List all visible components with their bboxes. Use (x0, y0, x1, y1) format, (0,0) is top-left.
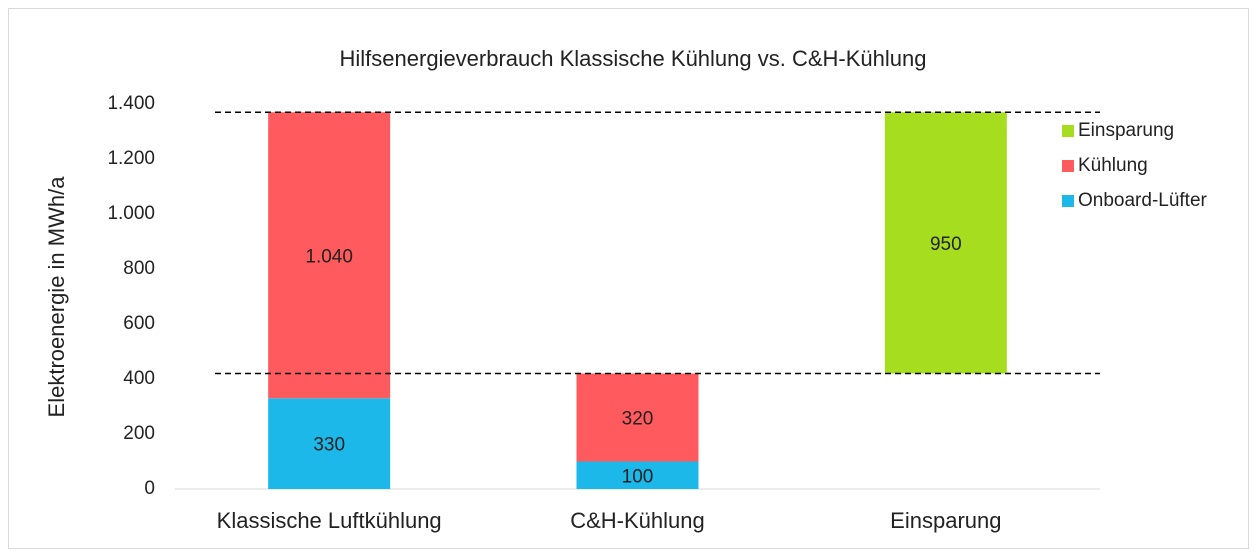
bar-segment (268, 398, 391, 489)
data-label: 320 (622, 409, 654, 430)
y-axis-label: Elektroenergie in MWh/a (44, 176, 69, 418)
y-tick-label: 0 (144, 478, 155, 499)
y-tick-label: 1.200 (107, 148, 155, 169)
data-label: 330 (313, 435, 345, 456)
x-tick-label: Klassische Luftkühlung (217, 508, 442, 533)
bar-segment (884, 112, 1007, 374)
bar-segment (268, 112, 391, 399)
data-label: 1.040 (305, 246, 353, 267)
y-tick-label: 1.400 (107, 93, 155, 114)
legend-swatch (1062, 195, 1074, 207)
legend-label: Einsparung (1078, 120, 1174, 141)
bar-segment (576, 373, 699, 462)
y-tick-label: 400 (123, 368, 155, 389)
bar-segment (576, 461, 699, 489)
y-tick-label: 200 (123, 423, 155, 444)
chart-title: Hilfsenergieverbrauch Klassische Kühlung… (340, 46, 927, 71)
x-tick-label: Einsparung (890, 508, 1001, 533)
legend-swatch (1062, 160, 1074, 172)
legend-label: Onboard-Lüfter (1078, 190, 1208, 211)
y-tick-label: 1.000 (107, 203, 155, 224)
legend-swatch (1062, 125, 1074, 137)
x-tick-label: C&H-Kühlung (570, 508, 705, 533)
y-tick-label: 800 (123, 258, 155, 279)
y-tick-label: 600 (123, 313, 155, 334)
data-label: 950 (930, 234, 962, 255)
data-label: 100 (622, 466, 654, 487)
legend-label: Kühlung (1078, 155, 1148, 176)
